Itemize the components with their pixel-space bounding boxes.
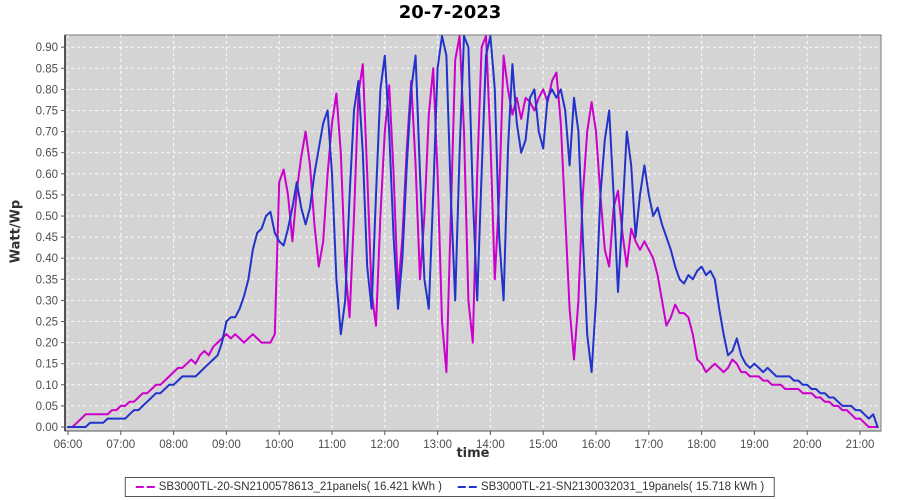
series-2-line-swatch-icon [458, 486, 477, 488]
x-tick-label: 19:00 [740, 439, 769, 451]
y-tick-label: 0.15 [36, 359, 58, 371]
x-tick-label: 07:00 [106, 439, 135, 451]
y-tick-label: 0.00 [36, 422, 58, 434]
series-line-1 [67, 35, 879, 428]
y-tick-label: 0.55 [36, 190, 58, 202]
x-tick-label: 13:00 [423, 439, 452, 451]
y-tick-label: 0.35 [36, 274, 58, 286]
y-tick-label: 0.60 [36, 169, 58, 181]
series-1-line-swatch-icon [135, 486, 155, 488]
x-tick-label: 17:00 [634, 439, 663, 451]
y-tick-label: 0.45 [36, 232, 58, 244]
y-tick-label: 0.70 [36, 127, 58, 139]
plot-area [64, 34, 882, 432]
chart-title: 20-7-2023 [398, 2, 502, 23]
y-axis-label: Watt/Wp [8, 199, 24, 264]
y-tick-label: 0.10 [36, 380, 58, 392]
x-tick-label: 06:00 [54, 439, 83, 451]
y-tick-label: 0.05 [36, 401, 58, 413]
y-tick-label: 0.50 [36, 211, 58, 223]
x-tick-label: 16:00 [582, 439, 611, 451]
x-tick-label: 20:00 [793, 439, 822, 451]
y-tick-label: 0.90 [36, 42, 58, 54]
x-tick-label: 09:00 [212, 439, 241, 451]
plot-svg: 06:00 07:00 08:00 09:00 10:00 11:00 12:00 13:00… [36, 34, 882, 451]
x-tick-label: 10:00 [265, 439, 294, 451]
series-line-2 [67, 35, 879, 428]
x-tick-label: 12:00 [370, 439, 399, 451]
y-tick-label: 0.20 [36, 338, 58, 350]
x-tick-label: 21:00 [846, 439, 875, 451]
legend-label-series-1: SB3000TL-20-SN2100578613_21panels( 16.42… [158, 481, 442, 493]
x-tick-label: 18:00 [687, 439, 716, 451]
y-tick-label: 0.80 [36, 84, 58, 96]
y-tick-label: 0.75 [36, 106, 58, 118]
y-tick-label: 0.85 [36, 63, 58, 75]
y-tick-label: 0.65 [36, 148, 58, 160]
x-tick-label: 11:00 [318, 439, 346, 451]
y-tick-label: 0.40 [36, 253, 58, 265]
legend-item-series-2: SB3000TL-21-SN2130032031_19panels( 15.71… [458, 481, 764, 493]
y-tick-label: 0.25 [36, 317, 58, 329]
y-tick-label: 0.30 [36, 295, 58, 307]
x-tick-label: 08:00 [159, 439, 188, 451]
legend-label-series-2: SB3000TL-21-SN2130032031_19panels( 15.71… [481, 481, 765, 493]
x-tick-label: 14:00 [476, 439, 505, 451]
legend: SB3000TL-20-SN2100578613_21panels( 16.42… [124, 477, 776, 497]
x-axis-label: time [456, 446, 490, 461]
legend-item-series-1: SB3000TL-20-SN2100578613_21panels( 16.42… [135, 481, 442, 493]
x-tick-label: 15:00 [529, 439, 558, 451]
